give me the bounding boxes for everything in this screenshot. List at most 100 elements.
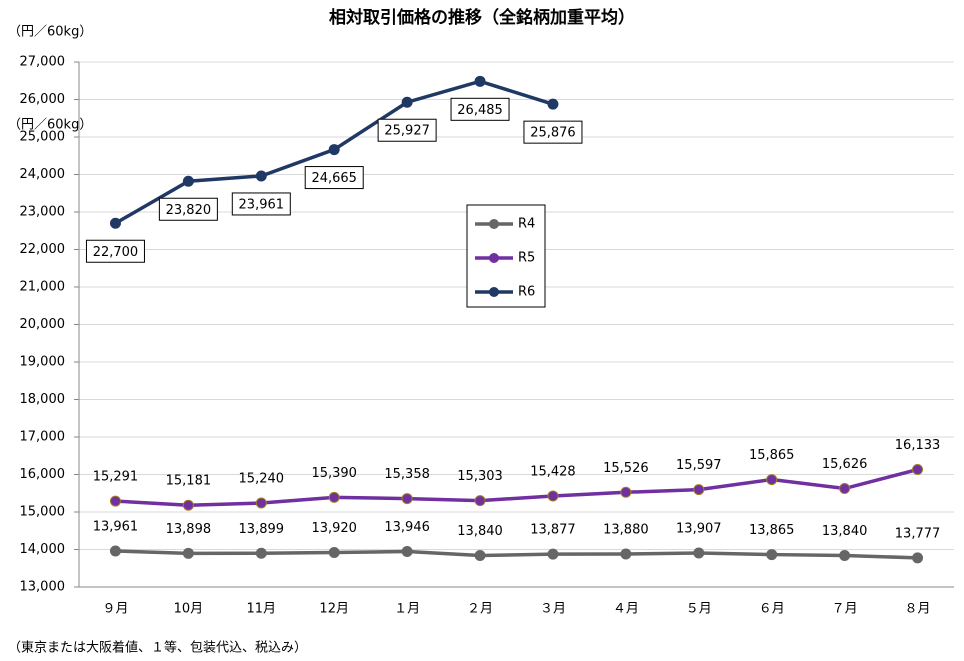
y-tick-label: 25,000 — [20, 130, 66, 145]
data-label: 13,777 — [895, 526, 941, 541]
x-tick-label: 11月 — [247, 602, 277, 617]
data-label: 13,840 — [822, 524, 868, 539]
data-label: 15,358 — [384, 467, 430, 482]
data-label: 13,907 — [676, 521, 722, 536]
point — [620, 486, 632, 498]
point — [401, 493, 413, 505]
y-tick-label: 23,000 — [20, 205, 66, 220]
x-tick-label: ４月 — [613, 602, 639, 617]
point — [401, 96, 413, 108]
legend-box — [466, 204, 546, 308]
y-tick-label: 13,000 — [20, 580, 66, 595]
x-tick-label: ３月 — [540, 602, 566, 617]
data-label: 13,898 — [166, 522, 212, 537]
data-label: 13,877 — [530, 523, 576, 538]
y-tick-label: 20,000 — [20, 317, 66, 332]
data-label: 23,820 — [166, 203, 212, 218]
data-label: 25,927 — [384, 124, 430, 139]
x-tick-label: ９月 — [102, 602, 128, 617]
y-tick-label: 18,000 — [20, 392, 66, 407]
data-label: 15,597 — [676, 458, 722, 473]
data-label: 15,240 — [239, 472, 285, 487]
data-label-box — [231, 192, 291, 216]
point — [474, 495, 486, 507]
x-tick-label: 12月 — [319, 602, 349, 617]
data-label: 15,181 — [166, 474, 212, 489]
legend-label: R5 — [518, 251, 535, 266]
point — [255, 547, 267, 559]
point — [547, 548, 559, 560]
point — [328, 491, 340, 503]
data-label: 13,899 — [239, 522, 285, 537]
y-tick-label: 17,000 — [20, 430, 66, 445]
y-tick-label: 16,000 — [20, 467, 66, 482]
data-label: 13,865 — [749, 523, 795, 538]
data-label: 26,485 — [457, 103, 503, 118]
point — [109, 495, 121, 507]
y-tick-label: 24,000 — [20, 167, 66, 182]
data-label: 23,961 — [239, 197, 285, 212]
data-label: 15,390 — [311, 466, 357, 481]
data-label: 13,880 — [603, 523, 649, 538]
data-label-box — [158, 197, 218, 221]
point — [693, 484, 705, 496]
legend-marker — [489, 253, 499, 263]
point — [766, 549, 778, 561]
y-tick-label: 22,000 — [20, 242, 66, 257]
point — [255, 497, 267, 509]
data-label-box — [377, 118, 437, 142]
point — [912, 552, 924, 564]
y-axis-label: （円／60kg） — [8, 25, 92, 40]
point — [547, 490, 559, 502]
x-tick-label: ８月 — [905, 602, 931, 617]
data-label: 22,700 — [93, 245, 139, 260]
point — [839, 483, 851, 495]
point — [182, 499, 194, 511]
data-label-box — [304, 166, 364, 190]
y-tick-label: 27,000 — [20, 55, 66, 70]
y-tick-label: 14,000 — [20, 542, 66, 557]
x-tick-label: ６月 — [759, 602, 785, 617]
point — [693, 547, 705, 559]
data-label: 13,946 — [384, 520, 430, 535]
point — [328, 144, 340, 156]
annotation: （円／60kg） — [8, 118, 92, 133]
point — [912, 464, 924, 476]
data-label: 15,865 — [749, 448, 795, 463]
point — [620, 548, 632, 560]
point — [839, 550, 851, 561]
point — [547, 98, 559, 110]
data-label-box — [450, 97, 510, 121]
x-tick-label: 10月 — [174, 602, 204, 617]
x-tick-label: ７月 — [832, 602, 858, 617]
data-label: 24,665 — [311, 171, 357, 186]
point — [182, 175, 194, 187]
x-tick-label: ５月 — [686, 602, 712, 617]
legend-label: R6 — [518, 285, 535, 300]
point — [474, 550, 486, 561]
point — [109, 217, 121, 229]
y-tick-label: 21,000 — [20, 280, 66, 295]
footnote: （東京または大阪着値、１等、包装代込、税込み） — [8, 640, 307, 656]
point — [109, 545, 121, 557]
data-label: 15,303 — [457, 469, 503, 484]
data-label: 16,133 — [895, 438, 941, 453]
legend-label: R4 — [518, 217, 535, 232]
point — [474, 75, 486, 87]
point — [401, 546, 413, 558]
legend-marker — [489, 287, 499, 297]
y-tick-label: 26,000 — [20, 92, 66, 107]
data-label: 13,840 — [457, 524, 503, 539]
y-tick-label: 15,000 — [20, 505, 66, 520]
data-label: 13,920 — [311, 521, 357, 536]
data-label-box — [523, 120, 583, 144]
x-tick-label: ２月 — [467, 602, 493, 617]
data-label: 15,626 — [822, 457, 868, 472]
y-tick-label: 19,000 — [20, 355, 66, 370]
data-label: 13,961 — [93, 519, 139, 534]
data-label: 15,526 — [603, 461, 649, 476]
series-line — [115, 467, 918, 507]
point — [182, 547, 194, 559]
data-label: 15,291 — [93, 470, 139, 485]
